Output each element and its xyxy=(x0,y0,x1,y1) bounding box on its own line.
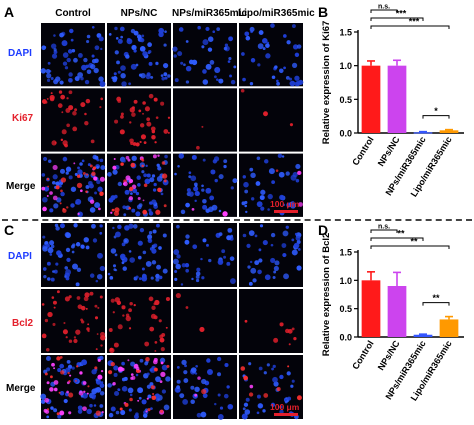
significance-label-0: n.s. xyxy=(378,4,390,11)
micrograph-grid-a-svg xyxy=(40,22,304,218)
row-label-dapi-c: DAPI xyxy=(8,251,32,262)
significance-label-1: *** xyxy=(396,9,407,19)
x-tick-label-0: Control xyxy=(350,135,375,167)
row-label-ki67: Ki67 xyxy=(12,113,34,124)
significance-bracket-3 xyxy=(422,115,450,119)
micrograph-grid-c xyxy=(40,222,304,420)
column-label-nps-nc: NPs/NC xyxy=(120,8,158,19)
y-tick-label-3: 1.5 xyxy=(339,28,352,38)
bar-1 xyxy=(387,286,407,337)
significance-bracket-0 xyxy=(370,9,398,13)
column-label-lipo-mir365mic: Lipo/miR365mic xyxy=(238,8,315,19)
panel-letter-d: D xyxy=(318,222,329,238)
y-tick-label-0: 0.0 xyxy=(339,333,352,343)
micrograph-grid-c-svg xyxy=(40,222,304,420)
bar-2 xyxy=(413,132,433,134)
y-tick-label-0: 0.0 xyxy=(339,129,352,139)
panel-letter-a: A xyxy=(4,4,15,20)
micrograph-tile-r1-c2 xyxy=(172,87,238,153)
significance-bracket-0 xyxy=(370,229,398,233)
x-tick-label-1: NPs/NC xyxy=(376,338,402,372)
scale-bar-c xyxy=(274,413,298,416)
micrograph-tile-r1-c0 xyxy=(40,288,106,354)
micrograph-tile-r1-c3 xyxy=(238,87,304,153)
micrograph-tile-r2-c1 xyxy=(106,354,172,420)
micrograph-tile-r0-c1 xyxy=(106,222,172,288)
micrograph-tile-r2-c3 xyxy=(238,152,304,218)
significance-bracket-3 xyxy=(422,302,450,306)
bar-3 xyxy=(439,319,459,337)
y-axis-label: Relative expression of Bcl2 xyxy=(321,233,332,357)
y-tick-label-1: 0.5 xyxy=(339,95,352,105)
micrograph-tile-r1-c3 xyxy=(238,288,304,354)
micrograph-tile-r0-c0 xyxy=(40,222,106,288)
micrograph-tile-r1-c0 xyxy=(40,87,106,153)
micrograph-tile-r0-c0 xyxy=(40,22,106,88)
y-axis-label: Relative expression of Ki67 xyxy=(321,21,332,145)
chart-b: 0.0 0.5 1.0 1.5 Relative expression of Ki67 C… xyxy=(321,4,464,199)
significance-label-2: ** xyxy=(410,237,418,247)
column-label-control: Control xyxy=(55,8,91,19)
bar-0 xyxy=(361,280,381,337)
y-tick-label-2: 1.0 xyxy=(339,276,352,286)
significance-label-0: n.s. xyxy=(378,224,390,231)
row-label-bcl2: Bcl2 xyxy=(12,318,34,329)
chart-d: 0.0 0.5 1.0 1.5 Relative expression of Bcl2 C… xyxy=(321,224,464,403)
micrograph-grid-a xyxy=(40,22,304,218)
section-divider xyxy=(2,219,472,221)
y-tick-label-1: 0.5 xyxy=(339,304,352,314)
micrograph-tile-r2-c2 xyxy=(172,152,238,218)
micrograph-tile-r2-c2 xyxy=(172,354,238,420)
y-tick-label-2: 1.0 xyxy=(339,61,352,71)
row-label-merge-c: Merge xyxy=(6,383,36,394)
micrograph-tile-r2-c0 xyxy=(40,152,106,218)
micrograph-tile-r0-c3 xyxy=(238,22,304,88)
bar-1 xyxy=(387,65,407,133)
panel-letter-c: C xyxy=(4,222,15,238)
scale-bar-label-c: 100 μm xyxy=(270,402,300,412)
column-label-nps-mir365mic: NPs/miR365mic xyxy=(172,8,248,19)
micrograph-tile-r0-c2 xyxy=(172,222,238,288)
micrograph-tile-r1-c1 xyxy=(106,288,172,354)
significance-bracket-2 xyxy=(370,245,450,249)
row-label-dapi-a: DAPI xyxy=(8,48,32,59)
x-tick-label-0: Control xyxy=(350,339,375,371)
significance-label-3: ** xyxy=(432,293,440,303)
significance-bracket-1 xyxy=(370,237,424,241)
scale-bar-a xyxy=(274,210,298,213)
row-label-merge-a: Merge xyxy=(6,181,36,192)
y-tick-label-3: 1.5 xyxy=(339,248,352,258)
x-tick-label-1: NPs/NC xyxy=(376,134,402,168)
micrograph-tile-r1-c2 xyxy=(172,288,238,354)
bar-3 xyxy=(439,130,459,133)
significance-label-3: * xyxy=(434,106,438,116)
micrograph-tile-r0-c2 xyxy=(172,22,238,88)
scale-bar-label-a: 100 μm xyxy=(270,199,300,209)
significance-bracket-2 xyxy=(370,25,450,29)
micrograph-tile-r2-c3 xyxy=(238,354,304,420)
significance-label-1: ** xyxy=(397,229,405,239)
micrograph-tile-r0-c3 xyxy=(238,222,304,288)
significance-label-2: *** xyxy=(409,17,420,27)
micrograph-tile-r1-c1 xyxy=(106,87,172,153)
micrograph-tile-r2-c0 xyxy=(40,354,106,420)
micrograph-tile-r2-c1 xyxy=(106,152,172,218)
micrograph-tile-r0-c1 xyxy=(106,22,172,88)
bar-0 xyxy=(361,65,381,133)
bar-2 xyxy=(413,334,433,337)
panel-letter-b: B xyxy=(318,4,329,20)
significance-bracket-1 xyxy=(370,17,424,21)
